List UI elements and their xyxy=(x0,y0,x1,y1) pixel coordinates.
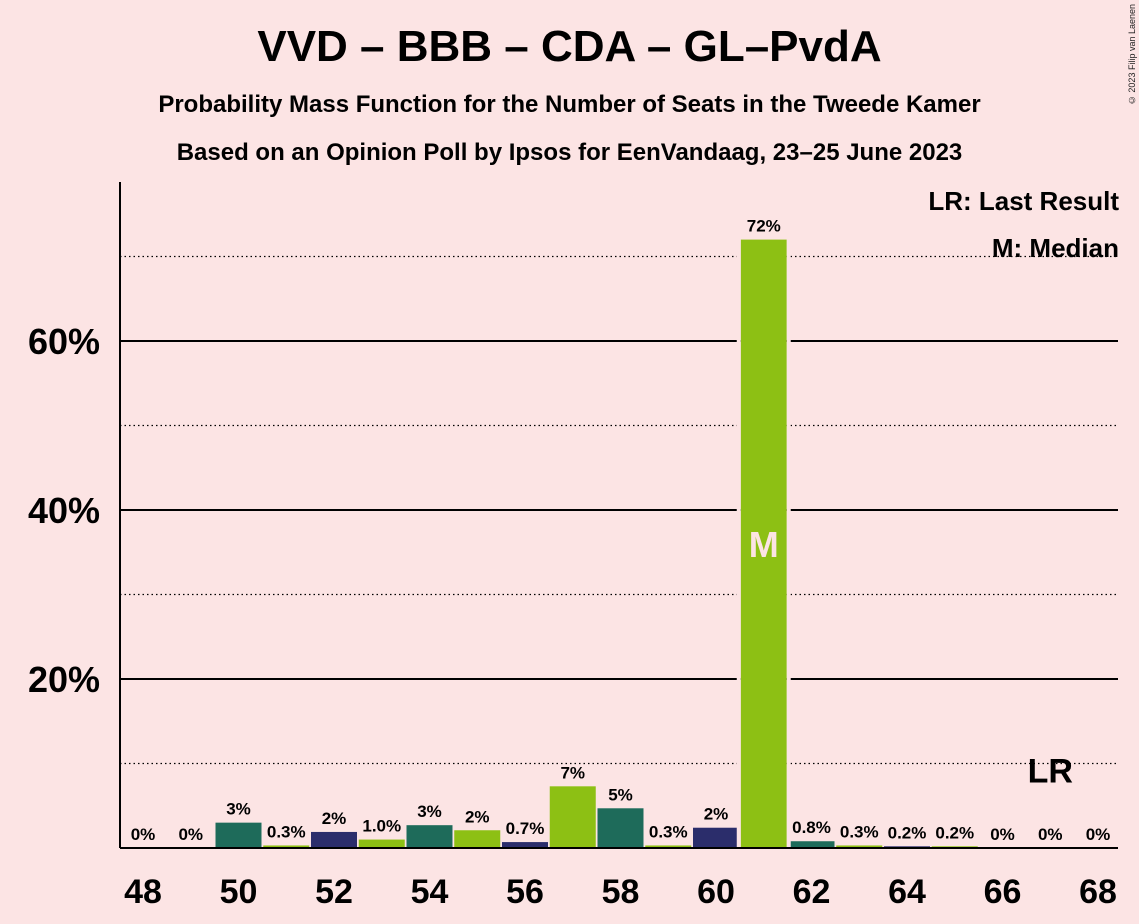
chart-subtitle: Probability Mass Function for the Number… xyxy=(158,91,981,118)
bar-value-label: 3% xyxy=(226,800,251,819)
bar xyxy=(502,842,548,848)
y-tick-label: 20% xyxy=(28,659,100,700)
bar xyxy=(836,845,883,848)
bar-value-label: 0% xyxy=(1086,825,1111,844)
bar-value-label: 0.3% xyxy=(649,822,688,841)
bar-value-label: 0% xyxy=(178,825,203,844)
bar-value-label: 2% xyxy=(465,807,490,826)
chart-title: VVD – BBB – CDA – GL–PvdA xyxy=(257,22,882,71)
bar-value-label: 0.2% xyxy=(888,823,927,842)
bar xyxy=(788,841,835,848)
bar xyxy=(263,845,310,848)
bar xyxy=(454,830,501,848)
bar xyxy=(358,839,405,848)
median-marker: M xyxy=(749,524,779,565)
bar-value-label: 0.7% xyxy=(506,819,545,838)
bar-value-label: 0.8% xyxy=(792,818,831,837)
legend-last-result: LR: Last Result xyxy=(928,186,1119,216)
bar-value-label: 72% xyxy=(747,217,781,236)
x-tick-label: 48 xyxy=(124,873,162,911)
bar xyxy=(693,827,739,848)
y-tick-label: 40% xyxy=(28,490,100,531)
bar-value-label: 7% xyxy=(560,763,585,782)
bar-value-label: 0.3% xyxy=(840,822,879,841)
bar-gap-left xyxy=(736,239,741,849)
x-tick-label: 62 xyxy=(793,873,831,911)
x-tick-label: 56 xyxy=(506,873,544,911)
bar xyxy=(215,822,262,848)
bar xyxy=(645,845,692,848)
bar-value-label: 2% xyxy=(704,805,729,824)
x-tick-label: 64 xyxy=(888,873,926,911)
y-tick-label: 60% xyxy=(28,321,100,362)
bar-value-label: 0.2% xyxy=(935,823,974,842)
bar-value-label: 0% xyxy=(131,825,156,844)
x-tick-label: 54 xyxy=(411,873,449,911)
bar-value-label: 2% xyxy=(322,809,347,828)
x-tick-label: 50 xyxy=(220,873,258,911)
bar-value-label: 3% xyxy=(417,802,442,821)
bar xyxy=(311,831,357,848)
last-result-marker: LR xyxy=(1028,753,1073,791)
bar-value-label: 1.0% xyxy=(362,817,401,836)
bar xyxy=(740,239,787,849)
bar-value-label: 0% xyxy=(990,825,1015,844)
bar-value-label: 0% xyxy=(1038,825,1063,844)
bar-value-label: 5% xyxy=(608,785,633,804)
x-tick-label: 68 xyxy=(1079,873,1117,911)
x-tick-label: 52 xyxy=(315,873,353,911)
x-tick-label: 60 xyxy=(697,873,735,911)
x-tick-label: 66 xyxy=(984,873,1022,911)
bar xyxy=(549,786,596,848)
chart-source: Based on an Opinion Poll by Ipsos for Ee… xyxy=(176,139,963,166)
bar-value-label: 0.3% xyxy=(267,822,306,841)
legend-median: M: Median xyxy=(991,233,1119,263)
bar xyxy=(597,808,644,848)
x-tick-label: 58 xyxy=(602,873,640,911)
bar xyxy=(406,825,453,848)
bar-gap-right xyxy=(786,239,791,849)
